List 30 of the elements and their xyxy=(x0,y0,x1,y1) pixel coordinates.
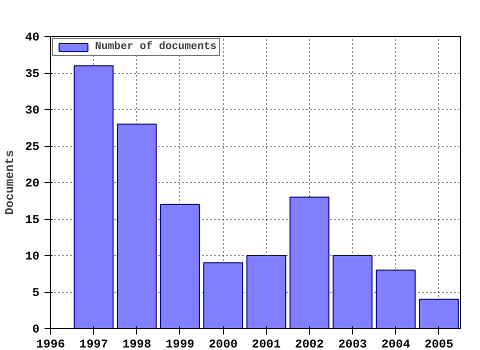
y-tick-label: 25 xyxy=(25,140,40,154)
y-tick-label: 20 xyxy=(25,176,40,190)
x-tick-label: 2003 xyxy=(338,338,368,350)
bar xyxy=(419,298,459,328)
bar xyxy=(376,270,416,328)
y-tick-label: 0 xyxy=(32,322,40,336)
x-tick-label: 1999 xyxy=(166,338,194,350)
bar xyxy=(203,262,244,328)
y-tick-label: 35 xyxy=(25,67,40,81)
x-tick-label: 1997 xyxy=(79,338,108,350)
bar xyxy=(290,196,330,328)
x-tick-label: 2002 xyxy=(295,338,324,350)
legend-label: Number of documents xyxy=(95,41,217,53)
x-tick-label: 2000 xyxy=(208,338,238,350)
bar xyxy=(74,65,114,328)
bar xyxy=(246,255,286,328)
x-tick-label: 2004 xyxy=(381,338,410,350)
y-axis-title: Documents xyxy=(3,150,18,215)
x-tick-label: 1996 xyxy=(36,338,65,350)
y-tick-label: 5 xyxy=(32,286,40,300)
y-tick-label: 30 xyxy=(25,104,40,118)
y-tick-label: 40 xyxy=(25,30,40,44)
bar xyxy=(116,124,157,328)
x-tick-label: 1998 xyxy=(122,338,152,350)
bar xyxy=(160,204,200,328)
x-tick-label: 2005 xyxy=(424,338,454,350)
y-tick-label: 10 xyxy=(25,250,40,264)
x-tick-label: 2001 xyxy=(252,338,281,350)
bar xyxy=(332,255,373,328)
y-tick-label: 15 xyxy=(25,213,40,227)
